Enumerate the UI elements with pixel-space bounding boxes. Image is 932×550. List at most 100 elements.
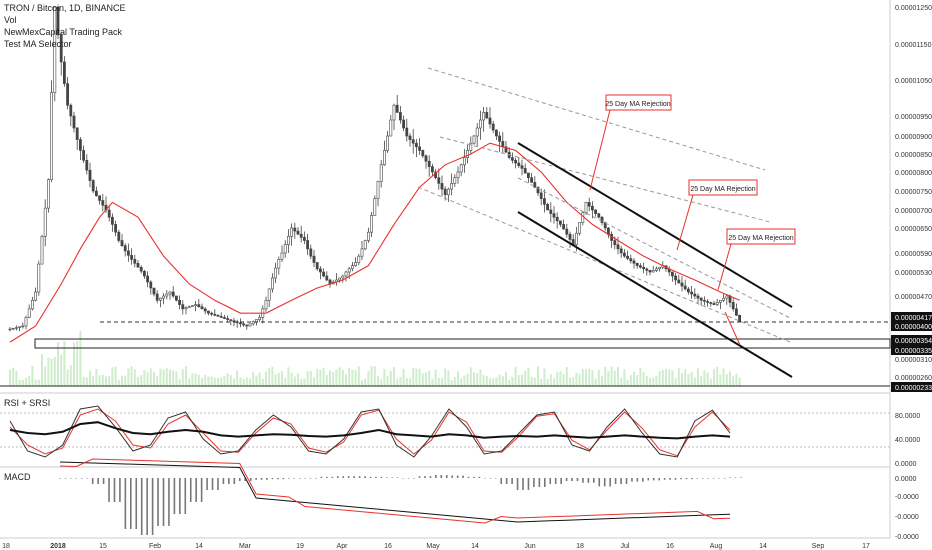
macd-hist-bar xyxy=(233,478,236,484)
candle-body xyxy=(587,202,591,207)
volume-bar xyxy=(121,375,123,386)
candle-body xyxy=(159,297,162,301)
time-axis[interactable]: 18 2018 15 Feb 14 Mar 19 Apr 16 May 14 Jun 18 Jul 16 Au… xyxy=(2,543,870,550)
time-tick-label: 14 xyxy=(195,543,203,550)
macd-hist-bar xyxy=(124,478,127,529)
macd-hist-bar xyxy=(358,476,361,478)
volume-bar xyxy=(130,366,133,386)
candle-body xyxy=(59,34,63,63)
time-tick-label: Sep xyxy=(812,543,825,550)
macd-hist-bar xyxy=(740,477,742,478)
volume-bar xyxy=(178,379,181,386)
macd-hist-bar xyxy=(168,478,170,526)
volume-bar xyxy=(341,369,344,386)
symbol-title[interactable]: TRON / Bitcoin, 1D, BINANCE xyxy=(4,3,126,13)
volume-bar xyxy=(25,377,27,386)
volume-bar xyxy=(268,368,271,386)
candle-body xyxy=(194,304,198,306)
candle-body xyxy=(626,255,630,259)
rsi-pane[interactable] xyxy=(0,403,890,458)
candle-body xyxy=(469,142,473,151)
macd-hist-bar xyxy=(593,478,595,483)
price-axis[interactable]: 0.00001250 0.00001150 0.00001050 0.00000950… xyxy=(891,5,932,392)
volume-bar xyxy=(661,370,664,386)
macd-hist-bar xyxy=(80,478,83,479)
candle-body xyxy=(136,262,140,268)
volume-bar xyxy=(37,379,40,386)
macd-tick-label: -0.0000 xyxy=(895,534,919,541)
macd-hist-bar xyxy=(609,478,611,487)
macd-hist-bar xyxy=(75,478,78,479)
volume-bar xyxy=(575,372,578,386)
legend-trading-pack[interactable]: NewMexCapital Trading Pack xyxy=(4,27,123,37)
candle-body xyxy=(226,318,230,320)
volume-bar xyxy=(172,370,175,386)
candle-body xyxy=(357,255,361,263)
candle-body xyxy=(437,177,441,184)
rsi-pane-label[interactable]: RSI + SRSI xyxy=(4,398,51,408)
candle-body xyxy=(360,248,364,257)
candle-body xyxy=(389,119,393,137)
annotation-ma-rejection-3[interactable]: 25 Day MA Rejection xyxy=(717,228,796,291)
volume-bars xyxy=(9,330,741,386)
macd-hist-bar xyxy=(211,478,214,490)
volume-bar xyxy=(482,375,485,386)
macd-hist-bar xyxy=(59,478,61,479)
candle-body xyxy=(21,325,25,328)
macd-hist-bar xyxy=(282,478,285,480)
macd-hist-bar xyxy=(298,478,301,479)
volume-bar xyxy=(585,369,587,386)
macd-hist-bar xyxy=(658,478,660,481)
candle-body xyxy=(82,150,86,161)
candle-body xyxy=(248,323,252,327)
volume-bar xyxy=(73,342,75,386)
volume-bar xyxy=(613,370,616,386)
candle-body xyxy=(200,306,204,310)
legend-vol[interactable]: Vol xyxy=(4,15,17,25)
volume-bar xyxy=(213,377,216,386)
candle-body xyxy=(386,135,390,151)
candle-body xyxy=(117,231,121,241)
annotation-ma-rejection-1[interactable]: 25 Day MA Rejection xyxy=(589,94,672,191)
volume-bar xyxy=(281,371,283,386)
price-badge xyxy=(891,335,932,345)
volume-bar xyxy=(533,377,536,386)
macd-hist-bar xyxy=(543,478,546,487)
macd-pane-label[interactable]: MACD xyxy=(4,472,31,482)
volume-bar xyxy=(396,378,399,386)
macd-hist-bar xyxy=(636,478,639,482)
volume-bar xyxy=(50,358,53,386)
macd-hist-bar xyxy=(489,478,492,479)
macd-hist-bar xyxy=(440,475,443,478)
candles xyxy=(8,6,742,332)
candle-body xyxy=(603,222,607,229)
volume-bar xyxy=(28,375,31,386)
candle-body xyxy=(616,244,620,250)
macd-pane[interactable] xyxy=(59,458,742,535)
legend-ma-selector[interactable]: Test MA Selector xyxy=(4,39,72,49)
volume-bar xyxy=(239,377,242,386)
candle-body xyxy=(504,146,508,153)
macd-hist-bar xyxy=(222,478,225,484)
descending-channel-bottom xyxy=(517,211,793,378)
candle-body xyxy=(597,213,601,218)
annotation-ma-rejection-2[interactable]: 25 Day MA Rejection xyxy=(676,179,758,251)
macd-hist-bar xyxy=(701,478,704,479)
volume-bar xyxy=(373,366,376,386)
candle-body xyxy=(363,240,367,250)
macd-hist-bar xyxy=(467,476,470,478)
candle-body xyxy=(347,268,351,273)
volume-bar xyxy=(649,377,651,386)
volume-bar xyxy=(252,371,255,386)
candle-body xyxy=(418,146,422,151)
volume-bar xyxy=(693,377,696,386)
candle-body xyxy=(120,240,124,247)
time-tick-label: 19 xyxy=(296,543,304,550)
volume-bar xyxy=(242,379,245,386)
candle-body xyxy=(373,198,377,216)
candle-body xyxy=(370,215,374,233)
volume-bar xyxy=(325,375,328,386)
volume-bar xyxy=(479,369,482,386)
volume-bar xyxy=(466,373,469,386)
